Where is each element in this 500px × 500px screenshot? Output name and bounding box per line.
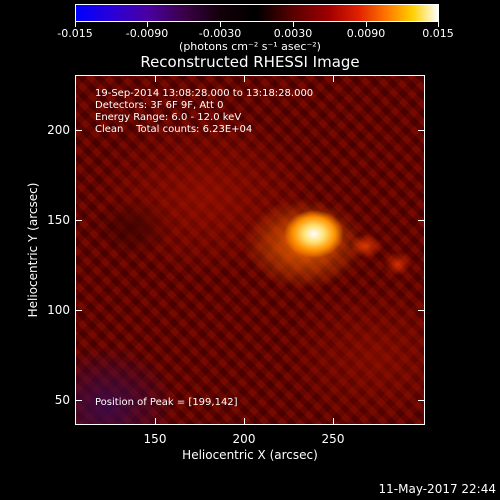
y-tick-right bbox=[418, 130, 425, 131]
y-axis-title: Heliocentric Y (arcsec) bbox=[26, 182, 40, 318]
colorbar-tick-label: 0.0090 bbox=[346, 27, 386, 40]
x-axis-title: Heliocentric X (arcsec) bbox=[182, 448, 318, 462]
x-tick-label: 250 bbox=[321, 432, 345, 446]
colorbar-tick bbox=[366, 22, 367, 27]
colorbar-tick-label: -0.0090 bbox=[125, 27, 169, 40]
x-tick-top bbox=[244, 75, 245, 82]
x-tick bbox=[244, 418, 245, 425]
y-tick-label: 100 bbox=[47, 303, 70, 317]
image-title: Reconstructed RHESSI Image bbox=[140, 53, 360, 71]
y-tick bbox=[75, 310, 82, 311]
peak-position-text: Position of Peak = [199,142] bbox=[95, 397, 238, 408]
y-tick bbox=[75, 130, 82, 131]
x-tick-top bbox=[155, 75, 156, 82]
colorbar-tick-label: -0.0030 bbox=[198, 27, 242, 40]
x-tick bbox=[155, 418, 156, 425]
x-tick-label: 150 bbox=[143, 432, 167, 446]
colorbar-units: (photons cm⁻² s⁻¹ asec⁻²) bbox=[179, 40, 321, 53]
colorbar-tick bbox=[147, 22, 148, 27]
detectors-text: Detectors: 3F 6F 9F, Att 0 bbox=[95, 100, 224, 111]
colorbar-tick-label: 0.015 bbox=[422, 27, 454, 40]
x-tick bbox=[333, 418, 334, 425]
y-tick-right bbox=[418, 310, 425, 311]
time-range-text: 19-Sep-2014 13:08:28.000 to 13:18:28.000 bbox=[95, 88, 314, 99]
y-tick-label: 200 bbox=[47, 123, 70, 137]
colorbar-tick-label: -0.015 bbox=[57, 27, 93, 40]
y-tick-label: 50 bbox=[54, 393, 70, 407]
y-tick bbox=[75, 400, 82, 401]
colorbar-tick bbox=[75, 22, 76, 27]
date-stamp: 11-May-2017 22:44 bbox=[378, 482, 496, 496]
y-tick-right bbox=[418, 220, 425, 221]
solar-image bbox=[75, 75, 425, 425]
colorbar-tick bbox=[293, 22, 294, 27]
y-tick-right bbox=[418, 400, 425, 401]
y-tick bbox=[75, 220, 82, 221]
x-tick-label: 200 bbox=[232, 432, 256, 446]
clean-counts-text: Clean Total counts: 6.23E+04 bbox=[95, 124, 253, 135]
colorbar bbox=[75, 4, 439, 22]
x-tick-top bbox=[333, 75, 334, 82]
colorbar-tick bbox=[220, 22, 221, 27]
colorbar-tick-label: 0.0030 bbox=[273, 27, 313, 40]
energy-range-text: Energy Range: 6.0 - 12.0 keV bbox=[95, 112, 242, 123]
y-tick-label: 150 bbox=[47, 213, 70, 227]
colorbar-tick bbox=[438, 22, 439, 27]
